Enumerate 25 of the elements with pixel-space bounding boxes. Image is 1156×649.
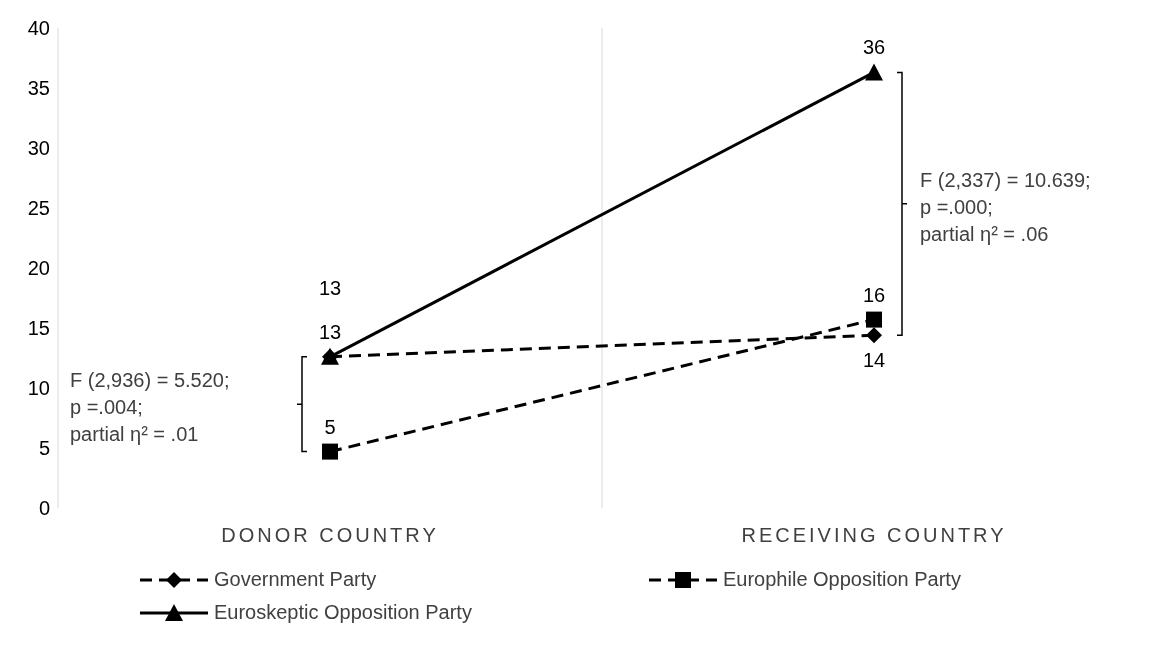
x-tick-label: DONOR COUNTRY: [221, 524, 439, 547]
data-label: 14: [862, 349, 886, 372]
data-label: 16: [862, 283, 886, 306]
annotation: F (2,936) = 5.520; p =.004; partial η² = .01: [70, 369, 230, 446]
point: [866, 327, 882, 344]
y-tick-label: 15: [27, 317, 50, 340]
y-tick-label: 30: [27, 137, 50, 160]
legend-label: Euroskeptic Opposition Party: [214, 601, 472, 624]
x-tick-label: RECEIVING COUNTRY: [741, 524, 1007, 547]
legend-label: Government Party: [214, 568, 377, 591]
y-tick-label: 25: [27, 197, 50, 220]
legend-label: Europhile Opposition Party: [723, 568, 961, 591]
annotation: F (2,337) = 10.639; p =.000; partial η² = .06: [920, 168, 1091, 245]
y-tick-label: 10: [27, 377, 50, 400]
data-label: 36: [862, 36, 886, 59]
data-label: 5: [324, 415, 336, 438]
y-tick-label: 40: [27, 17, 50, 40]
y-tick-label: 0: [38, 497, 50, 520]
point: [866, 311, 882, 328]
y-tick-label: 5: [38, 437, 50, 460]
y-tick-label: 35: [27, 77, 50, 100]
point: [322, 443, 338, 460]
data-label: 13: [318, 320, 342, 343]
y-tick-label: 20: [27, 257, 50, 280]
data-label: 13: [318, 276, 342, 299]
